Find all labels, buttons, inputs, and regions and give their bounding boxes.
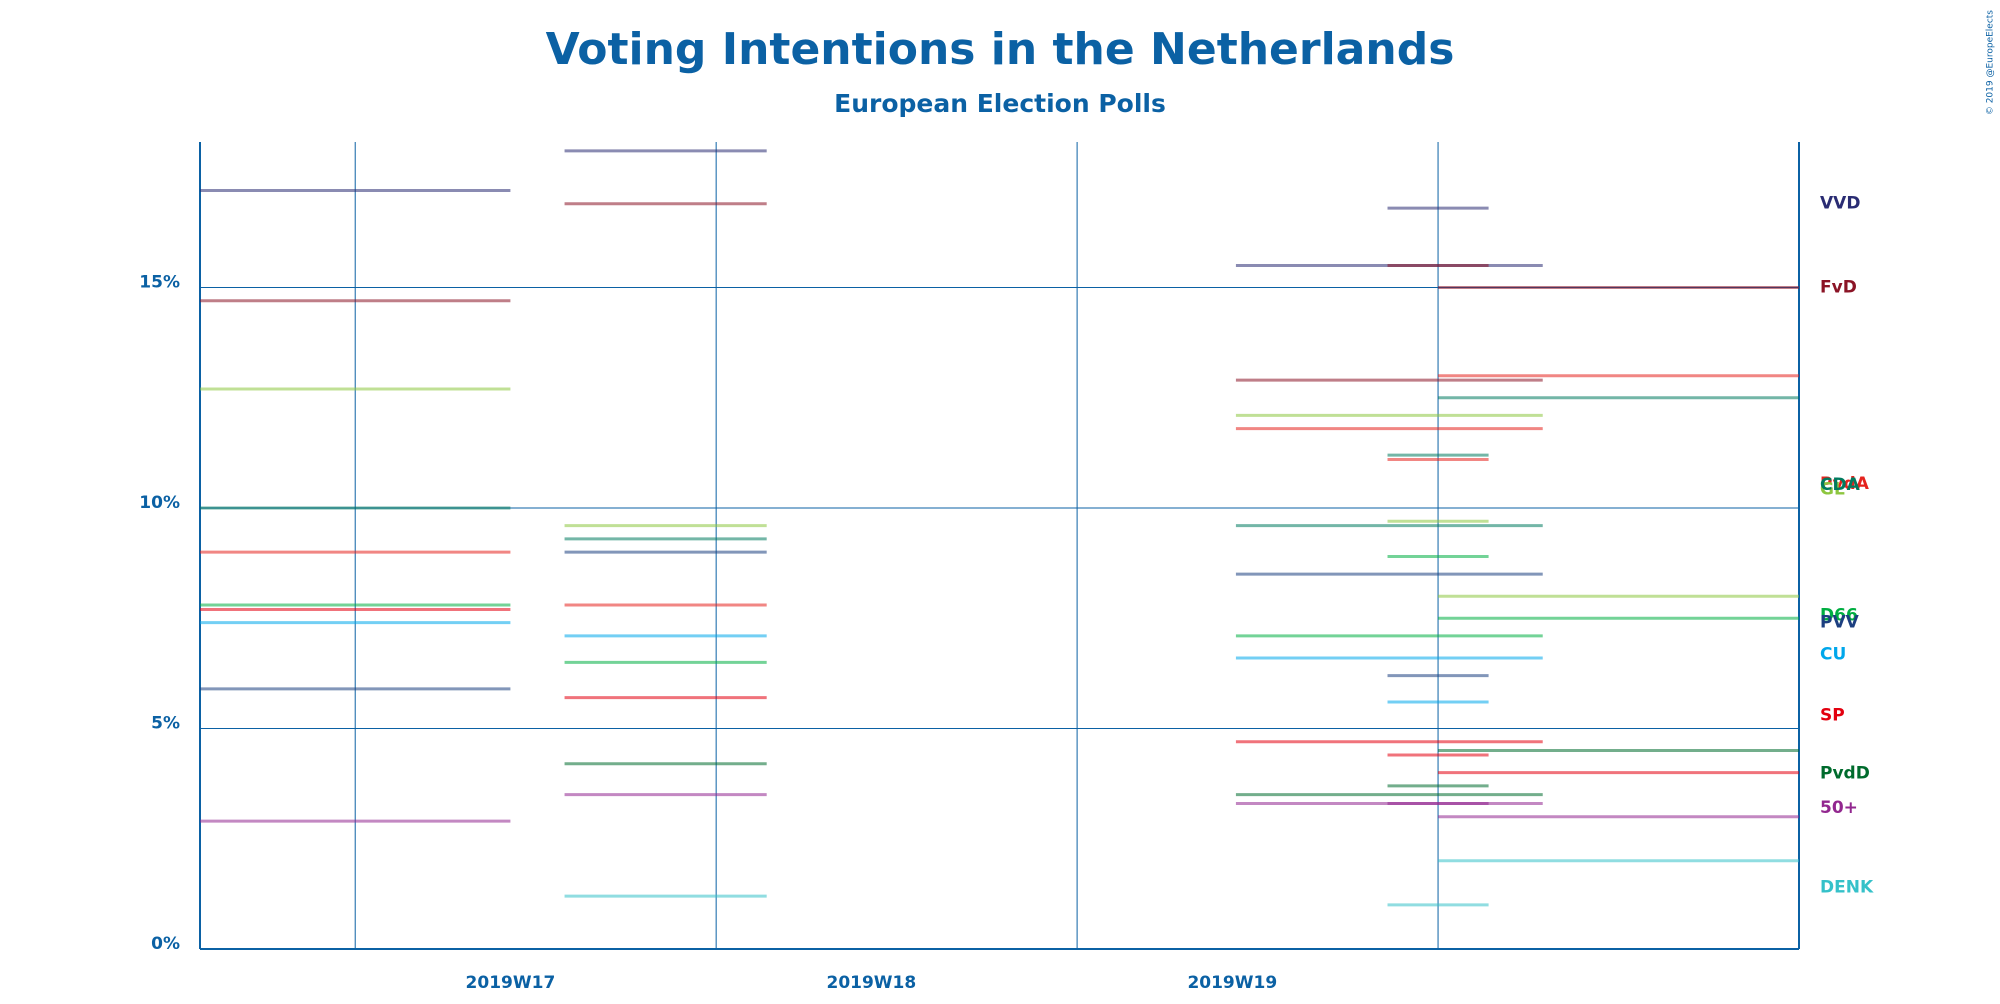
party-label: PvdA: [1820, 474, 1870, 494]
y-tick-label: 15%: [139, 273, 180, 293]
party-label: SP: [1820, 705, 1845, 725]
party-label: CDA: [1820, 475, 1861, 495]
chart-title: Voting Intentions in the Netherlands: [546, 24, 1455, 75]
party-label: VVD: [1820, 194, 1860, 214]
x-tick-label: 2019W19: [1187, 973, 1277, 993]
party-label: DENK: [1820, 877, 1874, 897]
party-label: GL: [1820, 479, 1845, 499]
party-label: D66: [1820, 606, 1858, 626]
x-tick-label: 2019W18: [826, 973, 916, 993]
y-tick-label: 10%: [139, 493, 180, 513]
chart-subtitle: European Election Polls: [834, 89, 1166, 118]
party-label: PvdD: [1820, 764, 1870, 784]
x-tick-label: 2019W17: [466, 973, 556, 993]
party-label: FvD: [1820, 278, 1857, 298]
party-label: 50+: [1820, 798, 1858, 818]
y-tick-label: 0%: [151, 934, 180, 954]
y-tick-label: 5%: [151, 714, 180, 734]
party-label: PVV: [1820, 613, 1860, 633]
party-label: CU: [1820, 645, 1846, 665]
credit: © 2019 @EuropeElects: [1986, 10, 1996, 115]
